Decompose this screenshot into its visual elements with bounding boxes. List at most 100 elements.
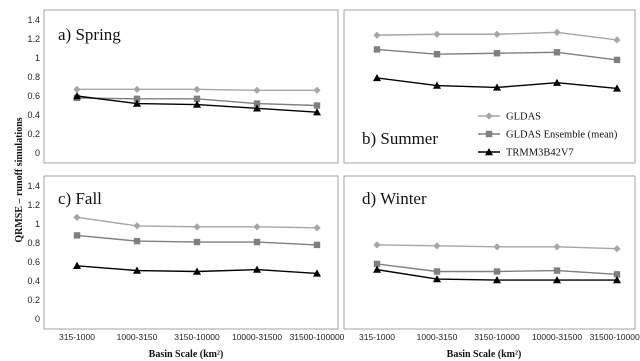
data-point	[553, 276, 561, 284]
x-tick-label: 10000-31500	[232, 332, 282, 342]
series-trmm3b42v7	[73, 92, 321, 116]
series-trmm3b42v7	[73, 261, 321, 277]
data-point	[313, 269, 321, 277]
data-point	[73, 261, 81, 269]
data-point	[433, 268, 441, 275]
x-tick-label: 3150-10000	[474, 332, 520, 342]
data-point	[193, 238, 201, 246]
series-gldas	[73, 85, 321, 94]
panel-title: d) Winter	[362, 189, 427, 208]
legend-marker	[485, 130, 493, 138]
data-point	[73, 213, 81, 221]
data-point	[133, 222, 141, 230]
legend-item: GLDAS	[478, 112, 541, 123]
data-point	[433, 275, 441, 283]
data-point	[73, 92, 81, 100]
series-gldas-ensemble-mean-	[373, 46, 621, 64]
data-point	[613, 271, 621, 278]
data-point	[613, 56, 621, 64]
legend-marker	[485, 112, 493, 120]
data-point	[613, 84, 621, 92]
data-point	[373, 73, 381, 82]
y-tick-label: 0.2	[27, 129, 40, 139]
data-point	[253, 100, 261, 107]
series-trmm3b42v7	[373, 265, 621, 284]
data-point	[133, 266, 141, 274]
data-point	[133, 85, 141, 93]
data-point	[433, 242, 441, 250]
y-tick-label: 0	[35, 148, 40, 158]
data-point	[313, 224, 321, 232]
panel-frame	[343, 175, 636, 330]
y-tick-label: 0.4	[27, 110, 40, 120]
data-point	[433, 30, 441, 38]
legend-label: GLDAS	[506, 112, 541, 123]
data-point	[193, 95, 201, 103]
legend: GLDAS GLDAS Ensemble (mean) TRMM3B42V7	[478, 112, 618, 159]
data-point	[373, 241, 381, 249]
y-tick-label: 0.4	[27, 276, 40, 286]
data-point	[553, 267, 561, 274]
data-point	[253, 86, 261, 94]
data-point	[373, 265, 381, 273]
y-tick-label: 1.2	[27, 200, 40, 210]
data-point	[313, 241, 321, 249]
y-axis-label: QRMSE – runoff simulations	[14, 117, 25, 242]
x-axis-label-right: Basin Scale (km²)	[447, 349, 522, 360]
panel-frame	[43, 9, 339, 164]
data-point	[313, 86, 321, 94]
series-trmm3b42v7	[373, 73, 621, 92]
y-tick-label: 0.8	[27, 238, 40, 248]
panel-title: c) Fall	[58, 189, 102, 208]
data-point	[613, 245, 621, 253]
series-gldas	[373, 28, 621, 44]
chart-panel-4: 315-1000 1000-3150 3150-10000 10000-31500 31…	[343, 175, 640, 342]
data-point	[73, 232, 81, 239]
data-point	[373, 31, 381, 39]
x-tick-label: 10000-31500	[532, 332, 582, 342]
data-point	[133, 99, 141, 107]
data-point	[493, 243, 501, 251]
y-tick-label: 0.6	[27, 257, 40, 267]
data-point	[553, 78, 561, 86]
y-tick-label: 1.4	[27, 181, 40, 191]
series-gldas	[373, 241, 621, 253]
data-point	[433, 51, 441, 58]
series-gldas-ensemble-mean-	[373, 260, 621, 278]
data-point	[613, 276, 621, 284]
data-point	[253, 265, 261, 273]
series-gldas-ensemble-mean-	[73, 232, 321, 249]
data-point	[493, 83, 501, 91]
legend-marker	[485, 148, 493, 156]
x-tick-label: 31500-100000	[290, 332, 345, 342]
y-tick-label: 1.4	[27, 15, 40, 25]
data-point	[373, 46, 381, 53]
data-point	[133, 237, 141, 245]
data-point	[133, 95, 141, 103]
y-tick-label: 1.2	[27, 34, 40, 44]
legend-item: GLDAS Ensemble (mean)	[478, 130, 618, 141]
data-point	[193, 223, 201, 231]
panel-frame	[43, 175, 339, 330]
data-point	[553, 243, 561, 251]
data-point	[313, 102, 321, 109]
chart-panel-2: b) Summer	[343, 9, 636, 164]
data-point	[373, 260, 381, 268]
legend-item: TRMM3B42V7	[478, 148, 574, 159]
x-tick-label: 31500-100000	[590, 332, 640, 342]
data-point	[553, 49, 561, 56]
data-point	[313, 108, 321, 116]
legend-label: GLDAS Ensemble (mean)	[506, 130, 618, 141]
y-tick-label: 0	[35, 314, 40, 324]
data-point	[433, 81, 441, 89]
data-point	[193, 100, 201, 108]
x-tick-label: 315-1000	[59, 332, 95, 342]
data-point	[193, 267, 201, 275]
x-tick-label: 1000-3150	[417, 332, 458, 342]
y-tick-label: 0.2	[27, 295, 40, 305]
y-tick-label: 0.8	[27, 72, 40, 82]
panel-title: a) Spring	[58, 25, 121, 44]
data-point	[613, 36, 621, 44]
